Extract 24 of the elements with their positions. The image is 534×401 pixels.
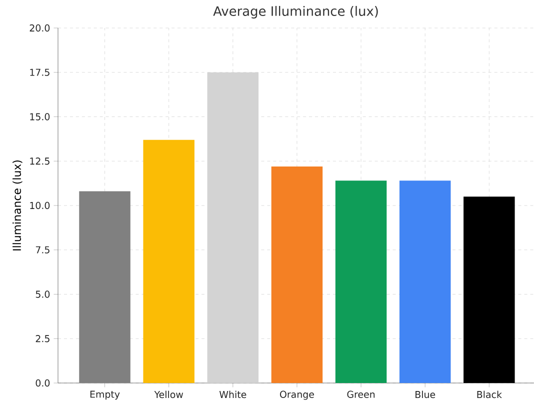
x-tick-label: White [219,390,246,398]
bar [271,166,323,383]
bar [79,191,130,383]
y-tick-label: 17.5 [30,68,50,76]
x-tick-label: Black [477,390,502,398]
y-tick-label: 0.0 [36,379,50,387]
x-tick-label: Yellow [154,390,184,398]
y-tick-label: 5.0 [36,290,50,298]
y-tick-label: 2.5 [36,335,50,342]
y-tick-label: 10.0 [30,202,50,210]
x-tick-label: Green [347,390,375,398]
y-tick-label: 20.0 [30,24,50,32]
x-tick-label: Empty [90,390,120,400]
y-tick-label: 15.0 [30,113,50,120]
x-tick-label: Orange [280,390,314,400]
x-tick-label: Blue [416,390,436,398]
bar [464,196,515,383]
y-tick-label: 7.5 [36,246,50,254]
y-axis-title: Illuminance (lux) [12,160,22,250]
bar [399,180,451,383]
bar [143,140,194,383]
chart-title: Average Illuminance (lux) [213,6,378,18]
bar [335,180,387,383]
y-tick-label: 12.5 [30,158,50,165]
